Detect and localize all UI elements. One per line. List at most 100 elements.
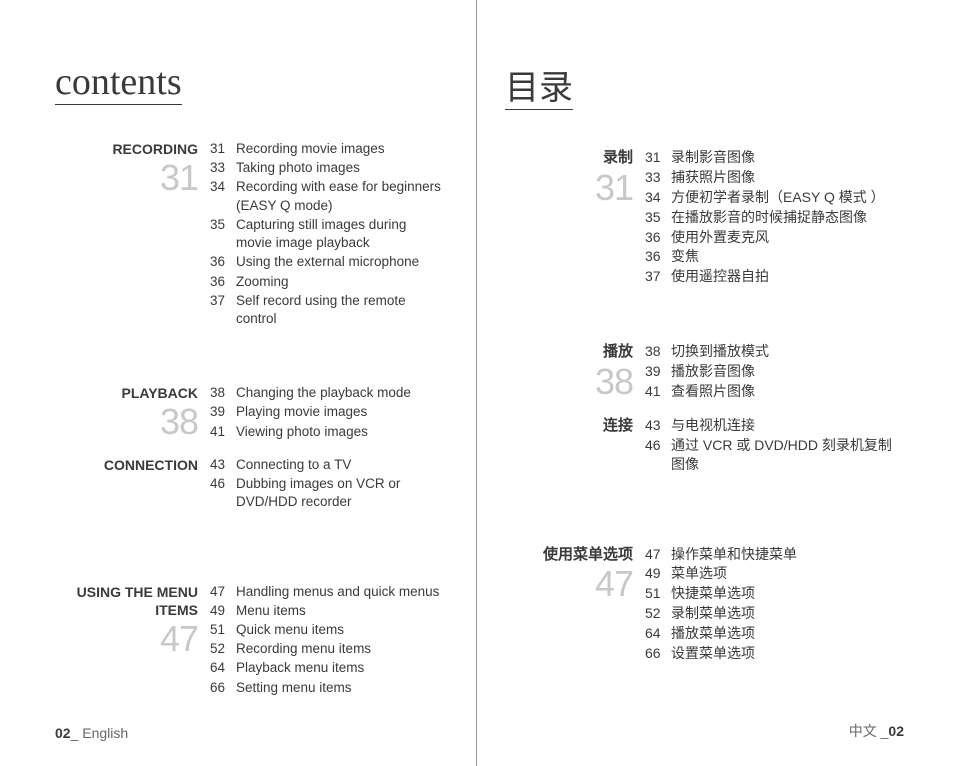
toc-item-text: Setting menu items <box>236 679 446 697</box>
toc-section: PLAYBACK3838Changing the playback mode39… <box>55 384 446 442</box>
toc-item-text: 与电视机连接 <box>671 416 904 435</box>
toc-item: 34方便初学者录制（EASY Q 模式 ） <box>645 188 904 207</box>
toc-section: 连接 43与电视机连接46通过 VCR 或 DVD/HDD 刻录机复制图像 <box>505 416 904 475</box>
toc-item-text: 播放影音图像 <box>671 362 904 381</box>
toc-item: 41查看照片图像 <box>645 382 904 401</box>
section-name: CONNECTION <box>55 456 198 474</box>
toc-item-text: 在播放影音的时候捕捉静态图像 <box>671 208 904 227</box>
toc-section: 播放3838切换到播放模式39播放影音图像41查看照片图像 <box>505 342 904 402</box>
toc-item: 47操作菜单和快捷菜单 <box>645 545 904 564</box>
toc-item: 37Self record using the remote control <box>210 292 446 328</box>
toc-item-text: 快捷菜单选项 <box>671 584 904 603</box>
toc-item: 31录制影音图像 <box>645 148 904 167</box>
toc-item-page: 35 <box>645 208 671 227</box>
toc-item-text: Quick menu items <box>236 621 446 639</box>
toc-item: 33捕获照片图像 <box>645 168 904 187</box>
toc-item: 37使用遥控器自拍 <box>645 267 904 286</box>
toc-item: 36使用外置麦克风 <box>645 228 904 247</box>
toc-item-text: Recording with ease for beginners (EASY … <box>236 178 446 214</box>
section-name: USING THE MENU ITEMS <box>55 583 198 619</box>
toc-item-page: 34 <box>210 178 236 214</box>
toc-item-page: 39 <box>645 362 671 381</box>
toc-item-page: 46 <box>645 436 671 474</box>
footer-left-page: 02 <box>55 725 71 741</box>
section-number: 47 <box>55 621 198 657</box>
toc-item-page: 36 <box>645 247 671 266</box>
toc-item-page: 46 <box>210 475 236 511</box>
toc-item: 36Using the external microphone <box>210 253 446 271</box>
toc-item-page: 36 <box>645 228 671 247</box>
toc-item-page: 39 <box>210 403 236 421</box>
toc-item-page: 51 <box>210 621 236 639</box>
toc-item: 52录制菜单选项 <box>645 604 904 623</box>
section-items: 38Changing the playback mode39Playing mo… <box>210 384 446 442</box>
section-label: USING THE MENU ITEMS47 <box>55 583 210 698</box>
section-number: 31 <box>55 160 198 196</box>
section-label: 播放38 <box>505 342 645 402</box>
toc-item: 46Dubbing images on VCR or DVD/HDD recor… <box>210 475 446 511</box>
toc-item-text: 方便初学者录制（EASY Q 模式 ） <box>671 188 904 207</box>
toc-section: CONNECTION43Connecting to a TV46Dubbing … <box>55 456 446 513</box>
toc-section: RECORDING3131Recording movie images33Tak… <box>55 140 446 329</box>
toc-item: 49菜单选项 <box>645 564 904 583</box>
footer-right-page: 02 <box>888 723 904 739</box>
footer-left-sep: _ <box>71 725 83 741</box>
toc-item: 41Viewing photo images <box>210 423 446 441</box>
toc-item-text: Capturing still images during movie imag… <box>236 216 446 252</box>
toc-item-page: 66 <box>210 679 236 697</box>
toc-item-page: 51 <box>645 584 671 603</box>
title-chinese: 目录 <box>505 60 573 110</box>
toc-item-text: 操作菜单和快捷菜单 <box>671 545 904 564</box>
section-label: 录制31 <box>505 148 645 287</box>
footer-left: 02_ English <box>55 725 128 741</box>
toc-item: 35在播放影音的时候捕捉静态图像 <box>645 208 904 227</box>
toc-item-page: 52 <box>645 604 671 623</box>
toc-item-text: Playback menu items <box>236 659 446 677</box>
toc-item: 64播放菜单选项 <box>645 624 904 643</box>
toc-item-page: 66 <box>645 644 671 663</box>
page: contents RECORDING3131Recording movie im… <box>0 0 954 766</box>
toc-item-text: 变焦 <box>671 247 904 266</box>
toc-item: 46通过 VCR 或 DVD/HDD 刻录机复制图像 <box>645 436 904 474</box>
toc-item: 43与电视机连接 <box>645 416 904 435</box>
toc-item: 33Taking photo images <box>210 159 446 177</box>
section-items: 38切换到播放模式39播放影音图像41查看照片图像 <box>645 342 904 402</box>
toc-item-text: Handling menus and quick menus <box>236 583 446 601</box>
toc-item-page: 41 <box>210 423 236 441</box>
toc-item-text: Playing movie images <box>236 403 446 421</box>
toc-item: 49Menu items <box>210 602 446 620</box>
toc-item: 36变焦 <box>645 247 904 266</box>
toc-item-page: 31 <box>645 148 671 167</box>
footer-right-lang: 中文 <box>849 723 881 739</box>
toc-item: 38Changing the playback mode <box>210 384 446 402</box>
toc-item-page: 38 <box>210 384 236 402</box>
toc-item: 66Setting menu items <box>210 679 446 697</box>
toc-item-page: 38 <box>645 342 671 361</box>
section-label: 使用菜单选项47 <box>505 545 645 664</box>
section-number: 38 <box>55 404 198 440</box>
section-name: PLAYBACK <box>55 384 198 402</box>
toc-item-text: Taking photo images <box>236 159 446 177</box>
section-items: 31Recording movie images33Taking photo i… <box>210 140 446 329</box>
toc-item: 31Recording movie images <box>210 140 446 158</box>
toc-item-text: 使用外置麦克风 <box>671 228 904 247</box>
toc-item-text: Viewing photo images <box>236 423 446 441</box>
toc-item-page: 49 <box>210 602 236 620</box>
toc-item-text: 播放菜单选项 <box>671 624 904 643</box>
toc-section: USING THE MENU ITEMS4747Handling menus a… <box>55 583 446 698</box>
section-label: CONNECTION <box>55 456 210 513</box>
section-items: 31录制影音图像33捕获照片图像34方便初学者录制（EASY Q 模式 ）35在… <box>645 148 904 287</box>
toc-item: 51快捷菜单选项 <box>645 584 904 603</box>
toc-item-text: Changing the playback mode <box>236 384 446 402</box>
section-name: 录制 <box>505 148 633 168</box>
toc-item-text: 查看照片图像 <box>671 382 904 401</box>
section-name: 连接 <box>505 416 633 436</box>
toc-item-page: 47 <box>210 583 236 601</box>
toc-item-text: Using the external microphone <box>236 253 446 271</box>
section-items: 47Handling menus and quick menus49Menu i… <box>210 583 446 698</box>
toc-item-page: 64 <box>645 624 671 643</box>
toc-item-text: 菜单选项 <box>671 564 904 583</box>
toc-item-text: Self record using the remote control <box>236 292 446 328</box>
toc-item-page: 41 <box>645 382 671 401</box>
toc-item-page: 52 <box>210 640 236 658</box>
